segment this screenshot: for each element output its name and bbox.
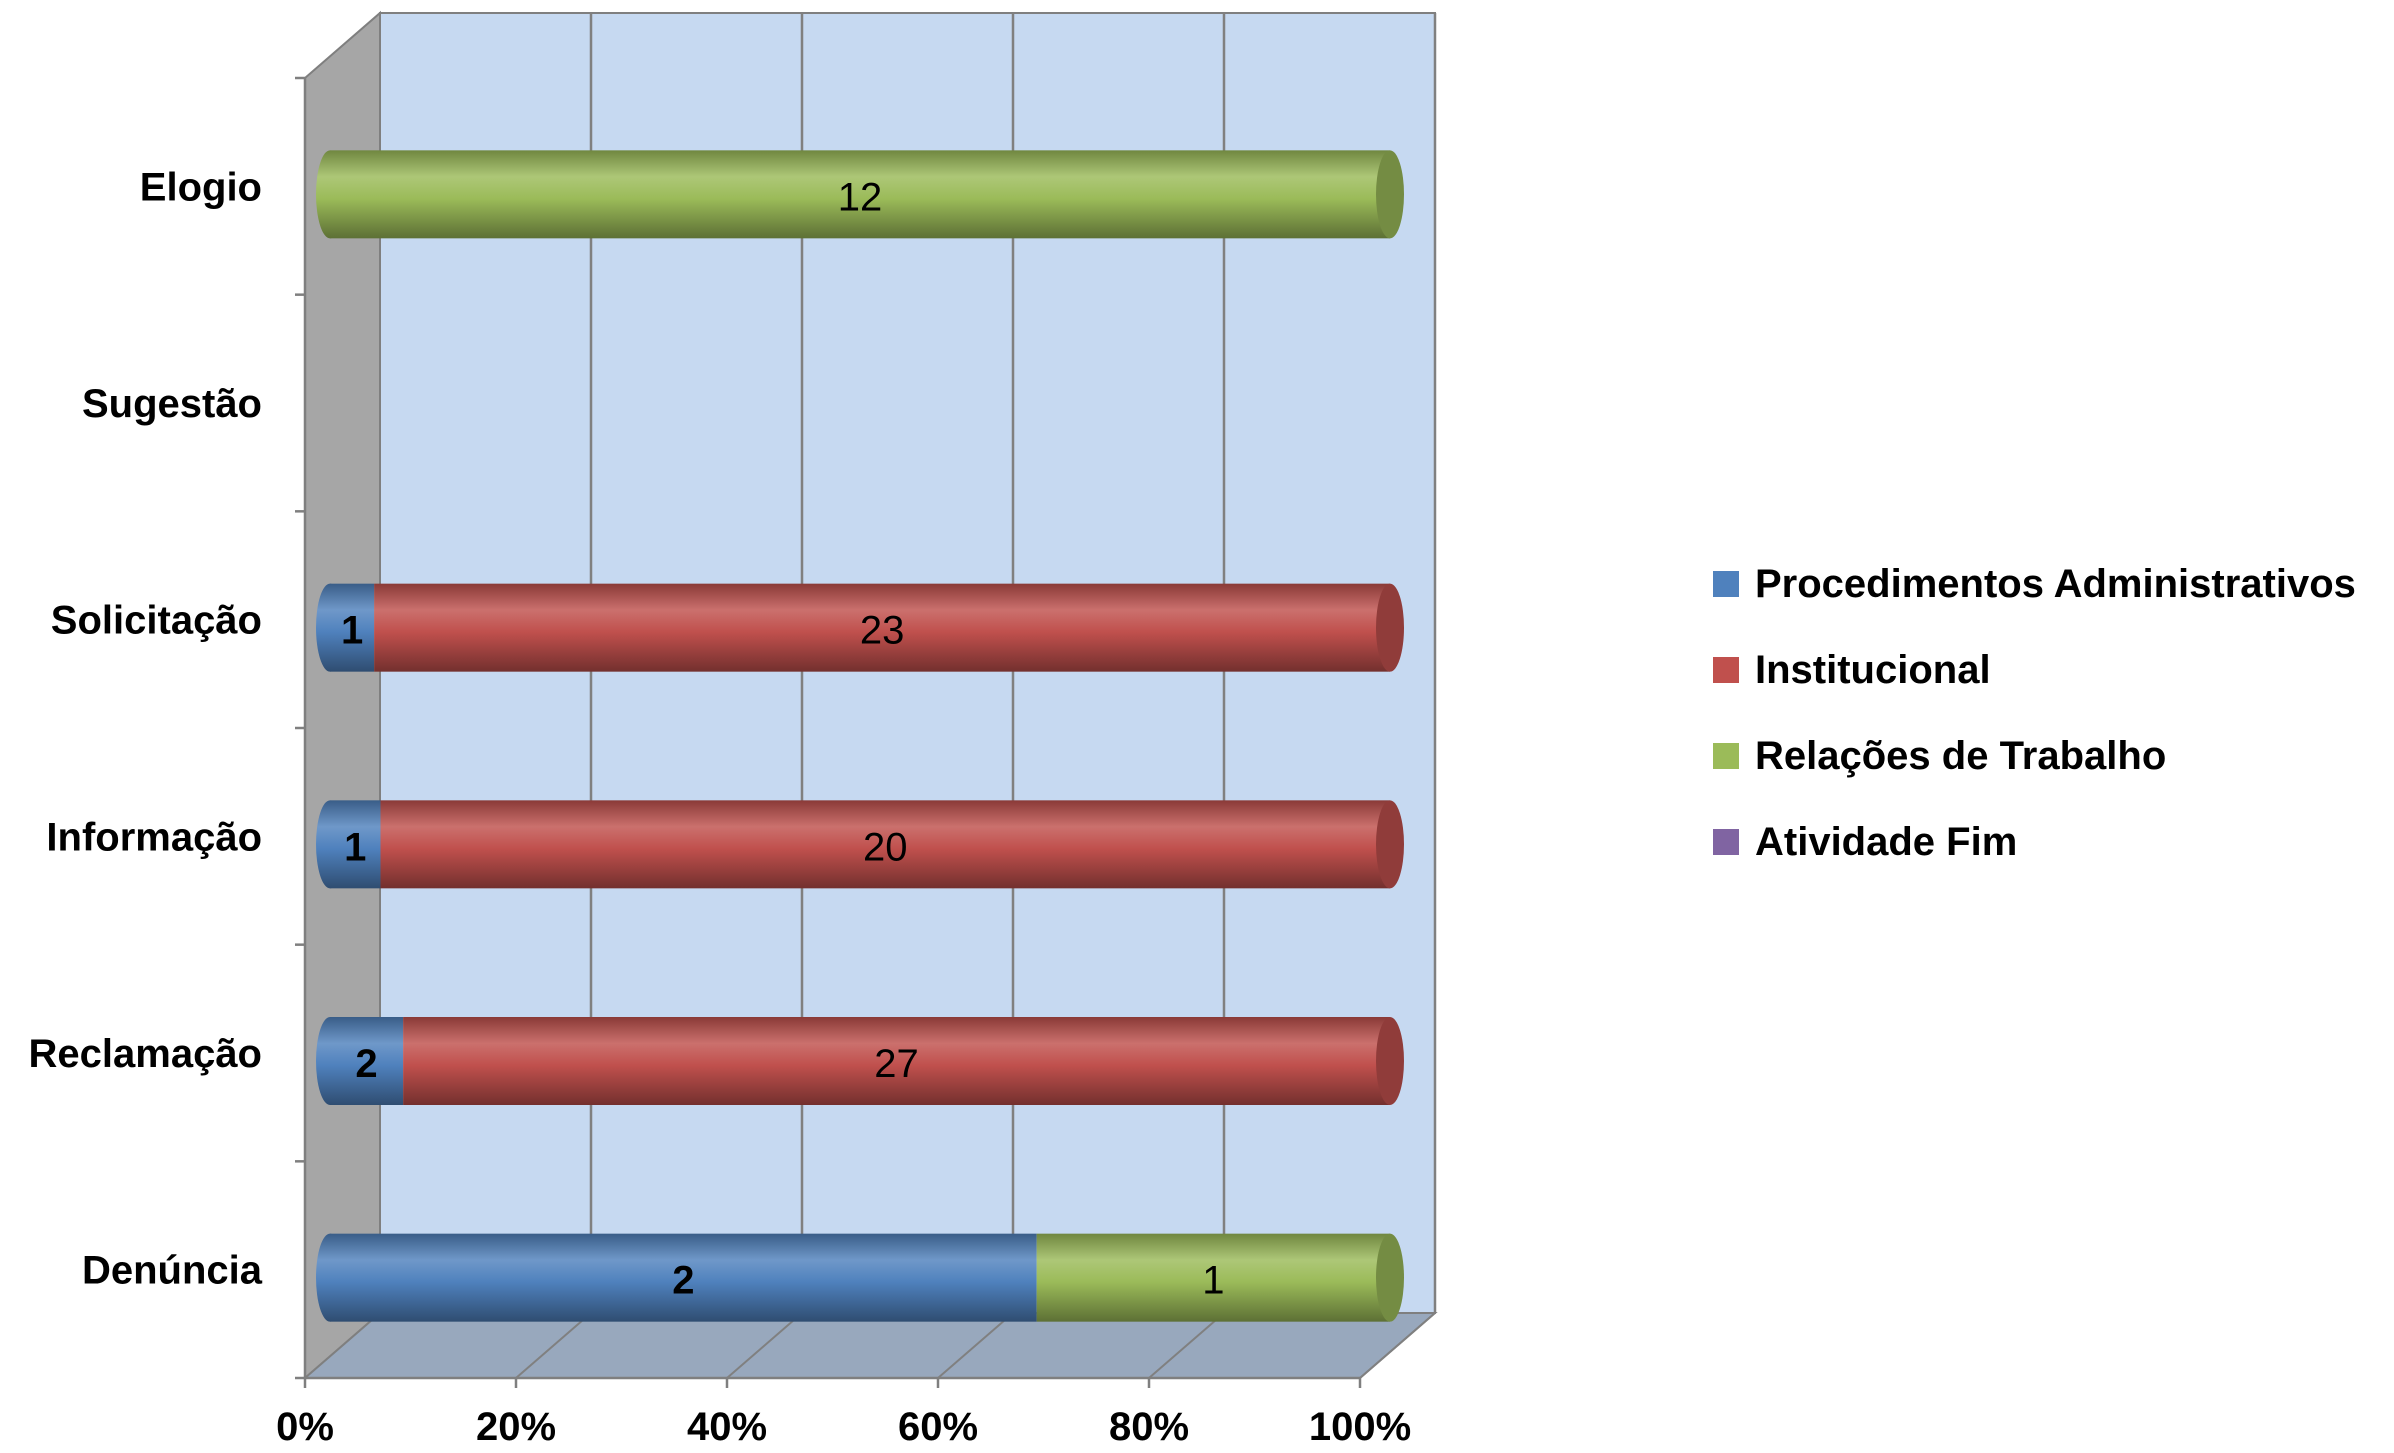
category-label-solicitacao: Solicitação <box>51 599 262 643</box>
legend-item-institucional: Institucional <box>1713 648 1991 692</box>
x-tick-label: 60% <box>898 1405 978 1449</box>
floor <box>302 1312 1438 1379</box>
bar-informacao-procedimentos-administrativos <box>316 800 381 889</box>
data-label: 12 <box>838 175 883 219</box>
floor-gridline <box>1359 1312 1436 1379</box>
bar-solicitacao-procedimentos-administrativos <box>316 583 375 672</box>
bar-denuncia-procedimentos-administrativos <box>316 1233 1037 1322</box>
data-label: 20 <box>863 825 908 869</box>
floor-gridline <box>1148 1312 1225 1379</box>
x-tick-label: 80% <box>1109 1405 1189 1449</box>
category-label-reclamacao: Reclamação <box>29 1032 262 1076</box>
x-tick-label: 40% <box>687 1405 767 1449</box>
legend-label: Institucional <box>1755 648 1991 692</box>
bar-reclamacao-procedimentos-administrativos <box>316 1017 404 1105</box>
legend-item-procedimentos-administrativos: Procedimentos Administrativos <box>1713 562 2356 606</box>
legend-swatch <box>1713 743 1739 769</box>
bar-denuncia-relacoes-de-trabalho <box>1036 1233 1404 1322</box>
bar-elogio-relacoes-de-trabalho <box>316 150 1404 239</box>
bar-end-cap <box>1376 800 1404 889</box>
floor-gridline <box>937 1312 1014 1379</box>
data-label: 1 <box>344 825 366 869</box>
x-tick-label: 100% <box>1309 1405 1411 1449</box>
legend-item-relacoes-de-trabalho: Relações de Trabalho <box>1713 734 2166 778</box>
floor-gridline <box>726 1312 803 1379</box>
legend-item-atividade-fim: Atividade Fim <box>1713 820 2017 864</box>
bar-end-cap <box>1376 1233 1404 1322</box>
bar-solicitacao-institucional <box>374 583 1404 672</box>
data-label: 1 <box>341 609 363 653</box>
legend-label: Relações de Trabalho <box>1755 734 2166 778</box>
x-tick-label: 20% <box>476 1405 556 1449</box>
category-label-sugestao: Sugestão <box>82 382 262 426</box>
bar-end-cap <box>1376 150 1404 239</box>
bar-informacao-institucional <box>380 800 1404 889</box>
legend-label: Atividade Fim <box>1755 820 2017 864</box>
data-label: 23 <box>860 609 905 653</box>
data-label: 2 <box>672 1259 694 1303</box>
bar-end-cap <box>1376 583 1404 672</box>
legend-swatch <box>1713 657 1739 683</box>
bars <box>316 150 1404 1322</box>
data-label: 27 <box>874 1042 919 1086</box>
legend: Procedimentos Administrativos Institucion… <box>1713 562 2356 864</box>
data-label: 1 <box>1202 1259 1224 1303</box>
floor-gridline <box>515 1312 592 1379</box>
bar-end-cap <box>1376 1017 1404 1105</box>
x-axis: 0% 20% 40% 60% 80% 100% <box>276 1376 1411 1449</box>
category-axis: Denúncia Reclamação Informação Solicitação S… <box>29 76 307 1380</box>
legend-swatch <box>1713 571 1739 597</box>
legend-label: Procedimentos Administrativos <box>1755 562 2356 606</box>
category-label-elogio: Elogio <box>140 165 262 209</box>
x-tick-label: 0% <box>276 1405 334 1449</box>
legend-swatch <box>1713 829 1739 855</box>
data-label: 2 <box>355 1042 377 1086</box>
bar-reclamacao-institucional <box>403 1017 1404 1105</box>
category-label-denuncia: Denúncia <box>82 1249 263 1293</box>
category-label-informacao: Informação <box>46 815 262 859</box>
